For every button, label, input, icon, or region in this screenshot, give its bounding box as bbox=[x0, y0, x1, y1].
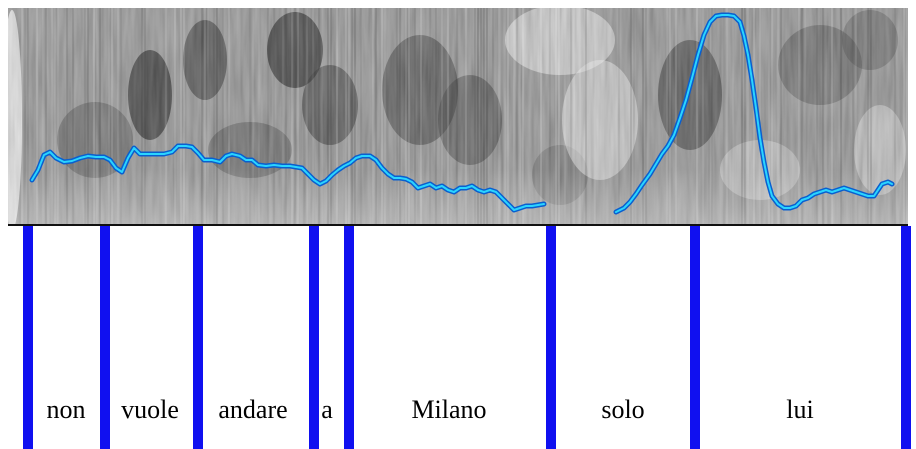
pitch-contour bbox=[29, 12, 895, 215]
spectrogram-panel bbox=[8, 8, 908, 224]
word-label-lui: lui bbox=[786, 395, 813, 424]
word-boundaries bbox=[23, 226, 911, 449]
word-boundary-2 bbox=[100, 226, 110, 449]
word-boundary-6 bbox=[546, 226, 556, 449]
word-boundary-3 bbox=[193, 226, 203, 449]
word-boundary-7 bbox=[690, 226, 700, 449]
word-label-milano: Milano bbox=[411, 395, 486, 424]
word-boundary-5 bbox=[344, 226, 354, 449]
word-label-a: a bbox=[321, 395, 333, 424]
pitch-contour-segment-2 bbox=[615, 14, 893, 213]
word-boundary-1 bbox=[23, 226, 33, 449]
word-label-non: non bbox=[47, 395, 86, 424]
word-boundary-8 bbox=[901, 226, 911, 449]
word-boundary-4 bbox=[309, 226, 319, 449]
word-label-solo: solo bbox=[601, 395, 644, 424]
word-labels: non vuole andare a Milano solo lui bbox=[47, 395, 814, 424]
word-label-vuole: vuole bbox=[121, 395, 179, 424]
word-label-andare: andare bbox=[218, 395, 287, 424]
pitch-contour-segment-1 bbox=[31, 145, 545, 211]
